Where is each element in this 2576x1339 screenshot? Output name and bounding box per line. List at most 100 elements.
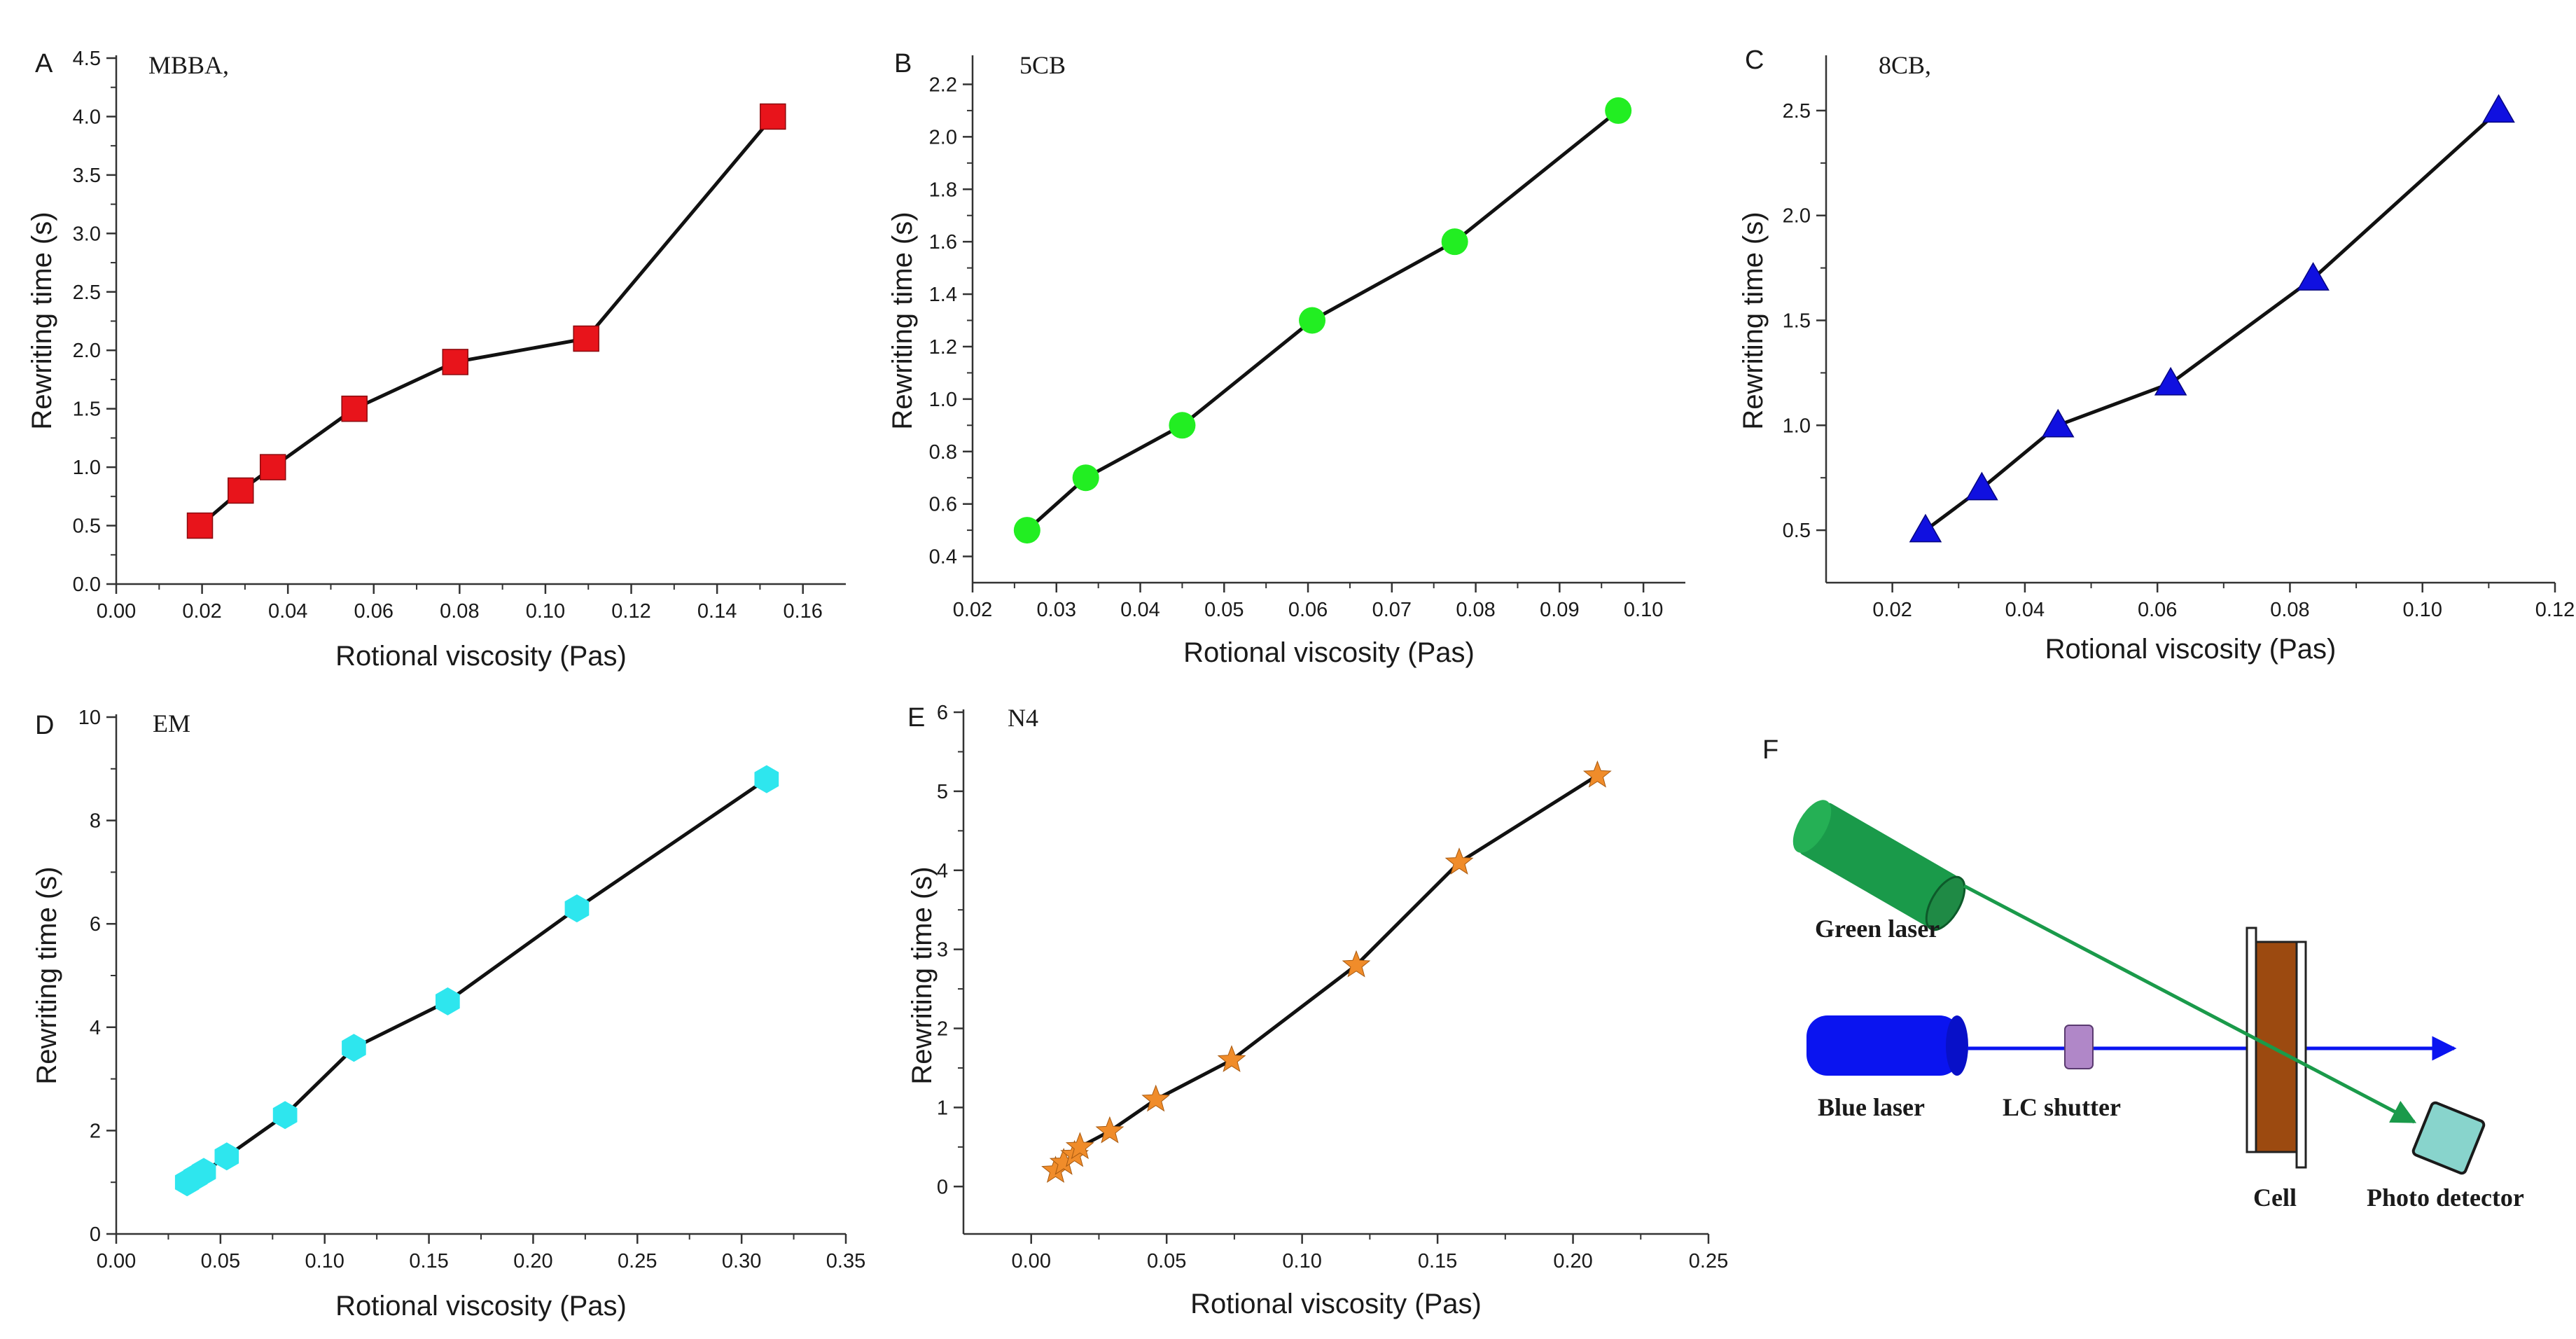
data-point bbox=[1169, 412, 1196, 439]
y-tick-label: 3.5 bbox=[73, 165, 101, 187]
series-line bbox=[1924, 109, 2500, 532]
data-point bbox=[1299, 307, 1326, 334]
x-tick-label: 0.07 bbox=[1372, 599, 1412, 621]
data-point bbox=[573, 325, 599, 352]
x-tick-label: 0.06 bbox=[2138, 599, 2177, 621]
x-tick-label: 0.05 bbox=[1204, 599, 1244, 621]
x-tick-label: 0.09 bbox=[1540, 599, 1579, 621]
photo-detector bbox=[2411, 1101, 2486, 1175]
x-tick-label: 0.05 bbox=[1147, 1250, 1186, 1272]
x-tick-label: 0.14 bbox=[697, 600, 737, 623]
panel-a-annotation: MBBA, bbox=[148, 51, 229, 79]
series-line bbox=[1054, 774, 1599, 1172]
x-axis-label: Rotional viscosity (Pas) bbox=[2045, 634, 2337, 665]
y-tick-label: 3.0 bbox=[73, 223, 101, 245]
x-tick-label: 0.16 bbox=[783, 600, 822, 623]
green-laser-label: Green laser bbox=[1815, 915, 1940, 943]
x-tick-label: 0.15 bbox=[1418, 1250, 1457, 1272]
x-tick-label: 0.35 bbox=[826, 1250, 865, 1272]
data-point bbox=[1965, 471, 1998, 501]
x-tick-label: 0.04 bbox=[2005, 599, 2045, 621]
y-tick-label: 4 bbox=[90, 1017, 101, 1039]
panel-c-letter: C bbox=[1745, 46, 1764, 75]
x-tick-label: 0.00 bbox=[97, 1250, 136, 1272]
y-tick-label: 0 bbox=[90, 1223, 101, 1246]
data-point bbox=[191, 1158, 216, 1186]
data-point bbox=[1072, 464, 1099, 492]
x-tick-label: 0.30 bbox=[722, 1250, 761, 1272]
y-tick-label: 1.0 bbox=[929, 389, 957, 411]
data-point bbox=[2482, 94, 2515, 123]
x-tick-label: 0.00 bbox=[1012, 1250, 1051, 1272]
y-axis-label: Rewriting time (s) bbox=[27, 211, 57, 429]
y-tick-label: 2.2 bbox=[929, 74, 957, 96]
data-point bbox=[272, 1101, 298, 1130]
lc-shutter-label: LC shutter bbox=[2003, 1093, 2121, 1121]
y-tick-label: 4.5 bbox=[73, 48, 101, 70]
y-tick-label: 1.5 bbox=[1783, 310, 1811, 333]
panel-f: F Green laser Blue laser LC shutter Cell bbox=[1762, 735, 2524, 1212]
panel-d: D EM 0.00 0.05 0.10 0.15 0.20 0.25 0.30 0.35 0 2 4… bbox=[32, 707, 865, 1321]
y-tick-label: 2.0 bbox=[929, 126, 957, 148]
x-axis-label: Rotional viscosity (Pas) bbox=[1183, 637, 1475, 668]
blue-laser-aperture bbox=[1946, 1015, 1968, 1076]
y-tick-label: 1.0 bbox=[1783, 415, 1811, 437]
x-tick-label: 0.03 bbox=[1037, 599, 1076, 621]
data-point bbox=[1909, 513, 1942, 543]
y-tick-label: 2 bbox=[90, 1120, 101, 1142]
x-tick-label: 0.08 bbox=[1456, 599, 1495, 621]
y-tick-label: 2.5 bbox=[73, 282, 101, 304]
x-axis-label: Rotional viscosity (Pas) bbox=[1190, 1289, 1482, 1319]
green-beam-arrow bbox=[1963, 884, 2417, 1124]
x-tick-label: 0.08 bbox=[440, 600, 479, 623]
y-tick-label: 10 bbox=[78, 707, 101, 729]
blue-laser bbox=[1806, 1015, 1968, 1076]
x-tick-label: 0.15 bbox=[409, 1250, 448, 1272]
x-tick-label: 0.10 bbox=[305, 1250, 344, 1272]
blue-laser-body bbox=[1806, 1015, 1961, 1076]
x-tick-label: 0.25 bbox=[618, 1250, 657, 1272]
data-point bbox=[442, 349, 468, 375]
y-tick-label: 0.5 bbox=[73, 515, 101, 538]
y-tick-label: 6 bbox=[937, 702, 948, 724]
data-point bbox=[1582, 760, 1612, 788]
data-point bbox=[1605, 97, 1632, 124]
y-tick-label: 1.2 bbox=[929, 336, 957, 359]
panel-a-plot: 0.00 0.02 0.04 0.06 0.08 0.10 0.12 0.14 0.16 0.0 0… bbox=[27, 48, 846, 672]
y-tick-label: 3 bbox=[937, 939, 948, 962]
y-tick-label: 6 bbox=[90, 913, 101, 936]
data-point bbox=[1342, 950, 1371, 978]
data-point bbox=[1065, 1132, 1094, 1160]
y-tick-label: 0.4 bbox=[929, 546, 957, 569]
y-tick-label: 2.0 bbox=[1783, 205, 1811, 228]
x-tick-label: 0.08 bbox=[2270, 599, 2309, 621]
panel-f-letter: F bbox=[1762, 735, 1778, 765]
y-tick-label: 1.5 bbox=[73, 398, 101, 421]
x-tick-label: 0.12 bbox=[2535, 599, 2575, 621]
x-tick-label: 0.12 bbox=[611, 600, 650, 623]
y-tick-label: 5 bbox=[937, 781, 948, 803]
panel-d-annotation: EM bbox=[153, 709, 190, 737]
y-tick-label: 1.8 bbox=[929, 179, 957, 201]
x-axis-label: Rotional viscosity (Pas) bbox=[335, 641, 627, 672]
y-tick-label: 0 bbox=[937, 1176, 948, 1198]
cell-glass-right bbox=[2295, 941, 2307, 1169]
x-tick-label: 0.05 bbox=[201, 1250, 240, 1272]
data-point bbox=[1095, 1116, 1125, 1144]
data-point bbox=[2297, 262, 2330, 291]
y-tick-label: 2 bbox=[937, 1018, 948, 1041]
y-tick-label: 4 bbox=[937, 860, 948, 882]
x-tick-label: 0.02 bbox=[1872, 599, 1912, 621]
x-tick-label: 0.10 bbox=[2403, 599, 2442, 621]
x-tick-label: 0.20 bbox=[513, 1250, 552, 1272]
data-point bbox=[1441, 228, 1468, 256]
panel-b-letter: B bbox=[894, 49, 912, 78]
y-tick-label: 1.0 bbox=[73, 457, 101, 479]
green-laser-aperture bbox=[1925, 875, 1966, 931]
y-tick-label: 1.4 bbox=[929, 284, 957, 306]
panel-e-plot: 0.00 0.05 0.10 0.15 0.20 0.25 0 1 2 3 4 5 6 Rotional … bbox=[907, 702, 1728, 1319]
panel-d-letter: D bbox=[35, 711, 54, 740]
y-axis-label: Rewriting time (s) bbox=[887, 211, 918, 429]
data-point bbox=[342, 1034, 366, 1062]
y-axis-label: Rewriting time (s) bbox=[32, 866, 62, 1084]
